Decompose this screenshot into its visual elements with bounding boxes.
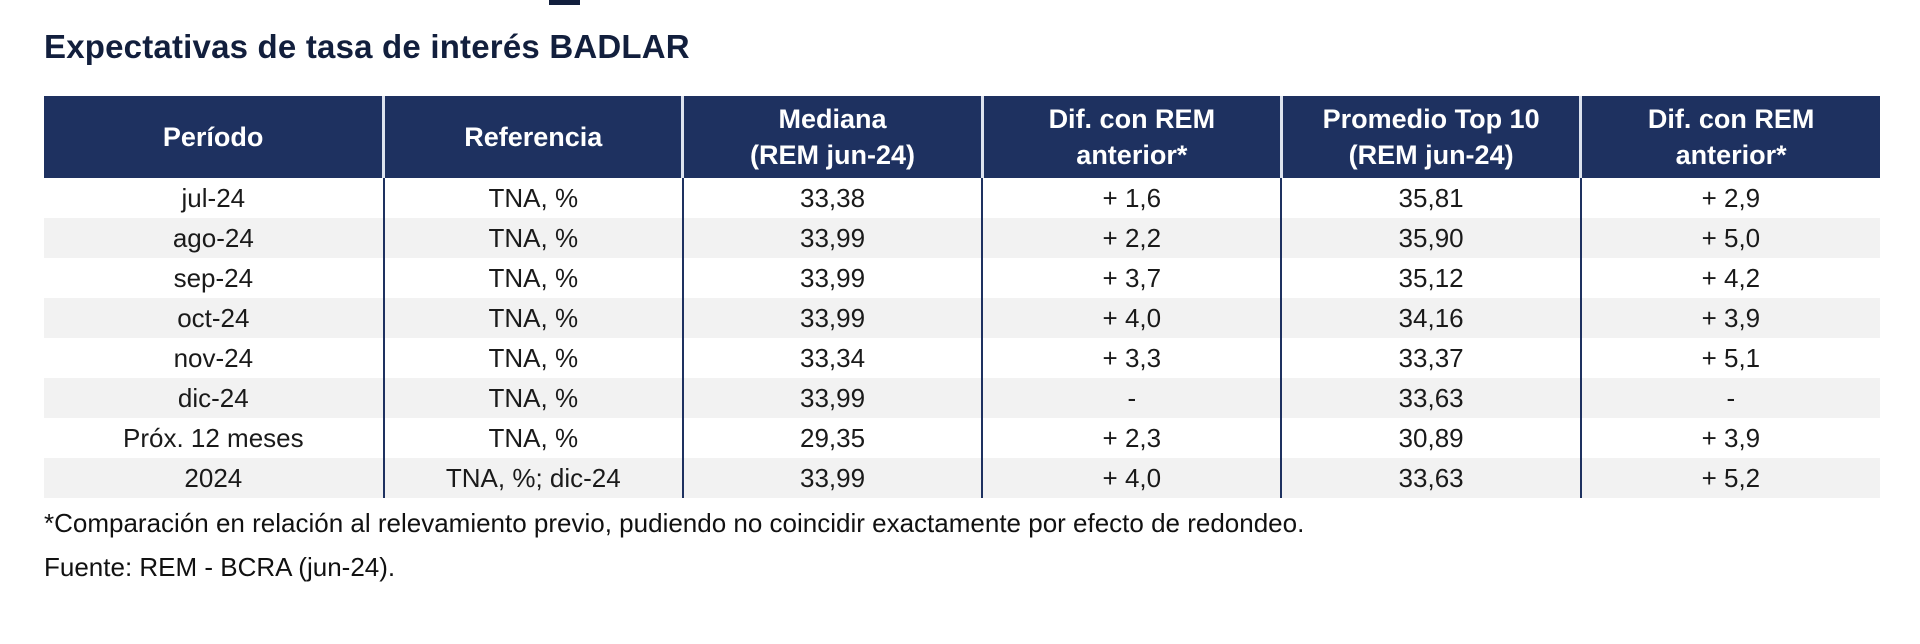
table-cell: - (981, 378, 1282, 418)
col-header-periodo: Período (44, 96, 384, 178)
table-cell: 33,63 (1280, 458, 1581, 498)
table-cell: TNA, % (382, 258, 683, 298)
table-cell: sep-24 (173, 262, 254, 293)
table-cell: + 3,9 (1579, 298, 1880, 338)
table-cell: 33,99 (681, 458, 983, 498)
table-cell: dic-24 (177, 382, 249, 413)
table-cell: + 4,0 (981, 298, 1282, 338)
table-cell: 35,12 (1280, 258, 1581, 298)
table-row-prox-12-meses: Próx. 12 meses TNA, % 29,35 + 2,3 30,89 … (44, 418, 1880, 458)
table-row-nov-24: nov-24 TNA, % 33,34 + 3,3 33,37 + 5,1 (44, 338, 1880, 378)
col-header-dif-rem-2: Dif. con REM anterior* (1579, 96, 1880, 178)
table-cell: nov-24 (173, 342, 254, 373)
table-cell: TNA, %; dic-24 (382, 458, 683, 498)
table-cell: + 3,3 (981, 338, 1282, 378)
table-cell: jul-24 (181, 182, 246, 213)
col-header-dif-rem-1: Dif. con REM anterior* (980, 96, 1282, 178)
table-cell: 2024 (184, 462, 243, 493)
table-cell: - (1579, 378, 1880, 418)
footnote: *Comparación en relación al relevamiento… (44, 508, 1305, 538)
top-edge-artifact (549, 0, 580, 5)
badlar-expectations-table: Período Referencia Mediana (REM jun-24) … (44, 96, 1880, 498)
table-cell: TNA, % (382, 178, 683, 218)
header-row: Período Referencia Mediana (REM jun-24) … (44, 96, 1880, 178)
table-cell: + 1,6 (981, 178, 1282, 218)
table-cell: ago-24 (172, 222, 254, 253)
table-cell: 35,90 (1280, 218, 1581, 258)
table-cell: 34,16 (1280, 298, 1581, 338)
table-row-oct-24: oct-24 TNA, % 33,99 + 4,0 34,16 + 3,9 (44, 298, 1880, 338)
table-row-ago-24: ago-24 TNA, % 33,99 + 2,2 35,90 + 5,0 (44, 218, 1880, 258)
table-cell: 33,63 (1280, 378, 1581, 418)
table-cell: 33,99 (681, 218, 983, 258)
table-cell: 33,99 (681, 378, 983, 418)
table-cell: TNA, % (382, 338, 683, 378)
table-cell: Próx. 12 meses (123, 422, 304, 453)
table-cell: + 4,0 (981, 458, 1282, 498)
col-header-referencia: Referencia (382, 96, 683, 178)
col-header-promedio-top10: Promedio Top 10 (REM jun-24) (1279, 96, 1581, 178)
table-row-sep-24: sep-24 TNA, % 33,99 + 3,7 35,12 + 4,2 (44, 258, 1880, 298)
page-title: Expectativas de tasa de interés BADLAR (44, 28, 690, 66)
table-cell: + 4,2 (1579, 258, 1880, 298)
table-cell: 33,34 (681, 338, 983, 378)
table-cell: 35,81 (1280, 178, 1581, 218)
table-cell: TNA, % (382, 378, 683, 418)
table-cell: 30,89 (1280, 418, 1581, 458)
table-cell: TNA, % (382, 298, 683, 338)
table-cell: 29,35 (681, 418, 983, 458)
table-body: jul-24 TNA, % 33,38 + 1,6 35,81 + 2,9 ag… (44, 178, 1880, 498)
table-cell: + 2,9 (1579, 178, 1880, 218)
table-header: Período Referencia Mediana (REM jun-24) … (44, 96, 1880, 178)
table-cell: + 3,9 (1579, 418, 1880, 458)
table-row-2024: 2024 TNA, %; dic-24 33,99 + 4,0 33,63 + … (44, 458, 1880, 498)
table-cell: TNA, % (382, 218, 683, 258)
table-cell: + 3,7 (981, 258, 1282, 298)
table-cell: + 2,3 (981, 418, 1282, 458)
col-header-mediana: Mediana (REM jun-24) (681, 96, 983, 178)
table-cell: 33,99 (681, 258, 983, 298)
table-cell: + 5,1 (1579, 338, 1880, 378)
table-cell: oct-24 (177, 302, 250, 333)
table-cell: 33,99 (681, 298, 983, 338)
table-cell: TNA, % (382, 418, 683, 458)
table-row-dic-24: dic-24 TNA, % 33,99 - 33,63 - (44, 378, 1880, 418)
table-row-jul-24: jul-24 TNA, % 33,38 + 1,6 35,81 + 2,9 (44, 178, 1880, 218)
table-cell: + 5,2 (1579, 458, 1880, 498)
table-cell: 33,38 (681, 178, 983, 218)
table-cell: 33,37 (1280, 338, 1581, 378)
table-cell: + 5,0 (1579, 218, 1880, 258)
source-note: Fuente: REM - BCRA (jun-24). (44, 552, 396, 582)
table-cell: + 2,2 (981, 218, 1282, 258)
